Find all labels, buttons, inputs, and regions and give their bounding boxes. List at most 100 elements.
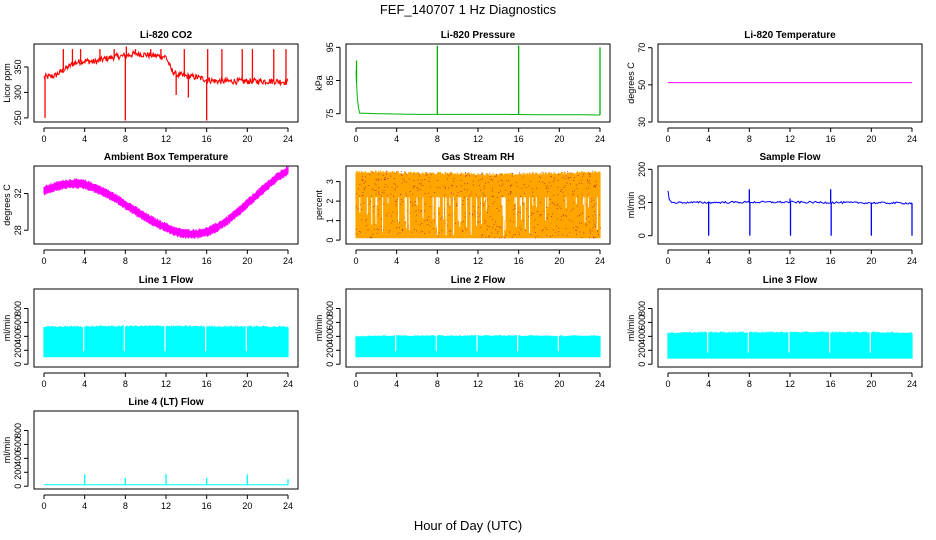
x-tick-label: 24 [595,379,605,389]
x-tick-label: 16 [514,134,524,144]
y-axis-label: ml/min [626,315,636,342]
x-tick-label: 12 [161,256,171,266]
y-tick-label: 50 [637,80,647,90]
x-tick-label: 24 [907,379,917,389]
data-band [355,335,601,358]
y-tick-label: 95 [325,42,335,52]
plot-frame [345,165,611,245]
x-tick-label: 8 [435,256,440,266]
x-tick-label: 24 [283,379,293,389]
x-tick-label: 4 [82,134,87,144]
x-tick-label: 20 [554,379,564,389]
x-tick-label: 20 [866,134,876,144]
x-tick-label: 12 [785,256,795,266]
x-tick-label: 12 [785,134,795,144]
y-tick-label: 800 [325,301,335,316]
y-tick-label: 0 [637,233,647,238]
x-tick-label: 16 [826,379,836,389]
x-tick-label: 12 [473,379,483,389]
y-tick-label: 800 [13,301,23,316]
x-tick-label: 20 [242,256,252,266]
panel-title: Gas Stream RH [442,152,515,163]
x-tick-label: 4 [82,501,87,511]
chart-panel: Li-820 Temperature degrees C 0 4 8 12 16 20 24 30… [626,30,923,144]
x-tick-label: 12 [161,379,171,389]
y-tick-label: 75 [325,109,335,119]
y-tick-label: 600 [13,437,23,452]
x-tick-label: 12 [785,379,795,389]
panel-title: Ambient Box Temperature [104,152,229,163]
x-tick-label: 4 [706,134,711,144]
y-tick-label: 800 [637,301,647,316]
x-tick-label: 20 [242,501,252,511]
data-series-line [355,70,600,116]
x-tick-label: 0 [665,256,670,266]
y-axis-label: Licor ppm [2,63,12,103]
y-tick-label: 800 [13,423,23,438]
x-tick-label: 12 [161,134,171,144]
x-tick-label: 0 [41,501,46,511]
plot-frame [657,43,923,123]
panel-title: Li-820 Temperature [744,30,836,41]
y-axis-label: degrees C [626,62,636,104]
y-axis-label: kPa [314,75,324,91]
x-tick-label: 16 [202,134,212,144]
y-tick-label: 32 [13,189,23,199]
panel-title: Line 3 Flow [763,275,818,286]
plot-frame [657,165,923,245]
x-tick-label: 8 [747,256,752,266]
chart-panel: Li-820 CO2 Licor ppm 0 4 8 12 16 20 24 250 300 350 [2,30,299,144]
y-tick-label: 70 [637,43,647,53]
y-tick-label: 0 [13,484,23,489]
x-tick-label: 0 [665,379,670,389]
panel-title: Line 2 Flow [451,275,506,286]
x-tick-label: 16 [202,256,212,266]
x-tick-label: 20 [554,256,564,266]
y-tick-label: 2 [325,199,335,204]
x-tick-label: 16 [202,501,212,511]
page-xlabel: Hour of Day (UTC) [413,518,523,533]
x-tick-label: 0 [353,379,358,389]
x-tick-label: 20 [866,379,876,389]
chart-panel: Line 2 Flow ml/min 0 4 8 12 16 20 24 0 20040060080… [314,275,611,389]
y-tick-label: 400 [637,329,647,344]
plot-frame [345,43,611,123]
x-tick-label: 20 [866,256,876,266]
x-tick-label: 16 [514,379,524,389]
x-tick-label: 24 [283,134,293,144]
y-tick-label: 3 [325,179,335,184]
y-axis-label: ml/min [626,192,636,219]
data-speckle [356,170,601,239]
y-tick-label: 0 [13,362,23,367]
x-tick-label: 0 [353,256,358,266]
data-dips [359,197,598,236]
y-tick-label: 400 [325,329,335,344]
x-tick-label: 20 [242,134,252,144]
data-band [43,325,289,358]
chart-panel: Line 3 Flow ml/min 0 4 8 12 16 20 24 0 20040060080… [626,275,923,389]
chart-panel: Li-820 Pressure kPa 0 4 8 12 16 20 24 75 85 95 [314,30,611,144]
y-tick-label: 200 [13,465,23,480]
panel-title: Line 1 Flow [139,275,194,286]
x-tick-label: 20 [554,134,564,144]
x-tick-label: 16 [826,256,836,266]
data-band [355,170,601,239]
plot-frame [345,288,611,368]
plot-frame [657,288,923,368]
page-title: FEF_140707 1 Hz Diagnostics [379,2,557,17]
y-tick-label: 200 [637,162,647,177]
plot-frame [33,288,299,368]
x-tick-label: 0 [665,134,670,144]
x-tick-label: 8 [435,379,440,389]
panel-title: Li-820 Pressure [441,30,516,41]
x-tick-label: 4 [394,134,399,144]
x-tick-label: 0 [41,134,46,144]
plot-frame [33,165,299,245]
x-tick-label: 24 [595,256,605,266]
x-tick-label: 12 [161,501,171,511]
x-tick-label: 8 [123,256,128,266]
y-tick-label: 600 [637,315,647,330]
y-axis-label: ml/min [2,315,12,342]
x-tick-label: 12 [473,134,483,144]
